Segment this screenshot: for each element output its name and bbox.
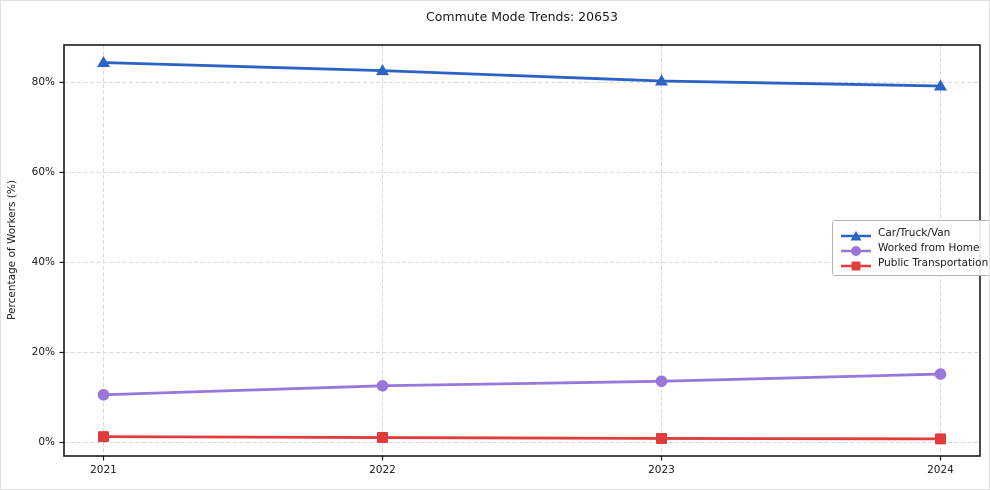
legend-item-public-transportation: Public Transportation: [841, 257, 989, 271]
x-tick-label-2023: 2023: [648, 464, 675, 476]
legend-triangle-marker-icon: [841, 227, 871, 241]
series-line-public-transportation: [102, 435, 942, 441]
marker-square-2024: [935, 433, 946, 445]
y-tick-label-60: 60%: [31, 166, 55, 179]
marker-square-2021: [98, 431, 109, 443]
legend: Car/Truck/Van Worked from Home Public Tr…: [832, 220, 989, 276]
marker-triangle-2023: [655, 74, 668, 86]
legend-square-marker-icon: [841, 257, 871, 271]
series-line-car-truck-van: [102, 61, 942, 88]
x-tick-label-2022: 2022: [369, 464, 396, 476]
chart-title: Commute Mode Trends: 20653: [426, 9, 618, 24]
legend-item-car-truck-van: Car/Truck/Van: [841, 227, 988, 241]
legend-label-worked-from-home: Worked from Home: [878, 242, 980, 254]
y-tick-label-40: 40%: [31, 256, 55, 269]
marker-circle-2023: [655, 375, 668, 388]
marker-triangle-2021: [97, 56, 110, 68]
series-line-worked-from-home: [102, 372, 942, 397]
x-tick-label-2024: 2024: [927, 464, 954, 476]
legend-label-car-truck-van: Car/Truck/Van: [878, 227, 951, 239]
y-tick-label-20: 20%: [31, 346, 55, 359]
legend-item-worked-from-home: Worked from Home: [841, 242, 988, 256]
marker-triangle-2022: [376, 64, 389, 76]
marker-circle-2022: [376, 379, 389, 392]
marker-triangle-2024: [934, 79, 947, 91]
marker-square-2022: [377, 432, 388, 444]
x-tick-label-2021: 2021: [90, 464, 117, 476]
marker-circle-2021: [97, 388, 110, 401]
legend-label-public-transportation: Public Transportation: [878, 257, 989, 269]
legend-circle-marker-icon: [841, 242, 871, 256]
marker-square-2023: [656, 432, 667, 444]
y-tick-label-80: 80%: [31, 76, 55, 89]
marker-circle-2024: [934, 368, 947, 380]
y-tick-label-0: 0%: [38, 436, 55, 449]
